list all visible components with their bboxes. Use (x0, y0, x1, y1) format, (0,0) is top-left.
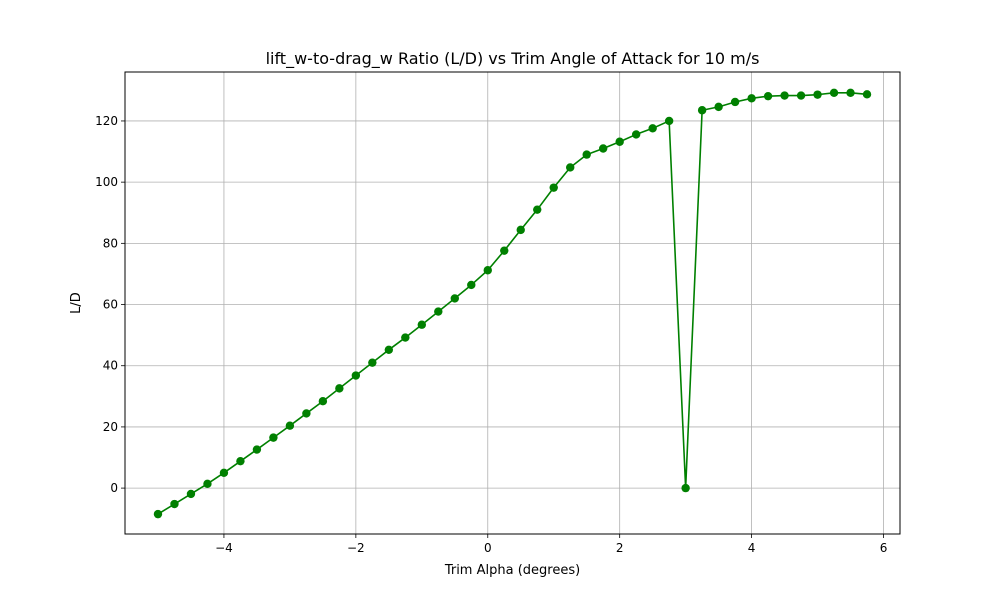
data-point (351, 371, 361, 380)
data-point (153, 509, 163, 519)
x-tick-label: 0 (484, 541, 492, 555)
data-point (780, 91, 789, 100)
y-tick-label: 80 (103, 236, 118, 250)
data-point (747, 94, 756, 103)
data-point (335, 384, 344, 393)
data-point (500, 246, 509, 255)
data-point (796, 91, 806, 100)
data-point (714, 102, 723, 112)
data-point (401, 333, 410, 342)
data-point (434, 307, 443, 316)
data-point (516, 225, 525, 235)
y-tick-label: 60 (103, 298, 118, 312)
x-tick-label: 6 (880, 541, 888, 555)
y-tick-label: 120 (95, 114, 118, 128)
data-point (269, 433, 278, 442)
y-tick-label: 40 (103, 359, 118, 373)
y-tick-label: 20 (103, 420, 118, 434)
data-point (318, 397, 328, 406)
data-point (582, 150, 591, 159)
data-point (467, 280, 476, 290)
data-point (862, 90, 872, 99)
x-tick-label: −2 (347, 541, 365, 555)
data-point (615, 137, 624, 146)
data-layer (153, 88, 872, 519)
data-point (170, 499, 179, 509)
data-point (697, 106, 707, 115)
data-point (549, 183, 558, 192)
data-point (450, 294, 459, 303)
data-point (566, 163, 575, 172)
data-point (302, 409, 311, 418)
data-point (631, 130, 641, 139)
x-tick-label: −4 (215, 541, 233, 555)
data-point (483, 266, 492, 275)
data-point (664, 116, 674, 126)
x-axis-label: Trim Alpha (degrees) (444, 563, 580, 578)
data-point (285, 421, 295, 430)
x-tick-label: 2 (616, 541, 624, 555)
grid (125, 72, 900, 534)
data-point (533, 205, 542, 214)
data-point (813, 90, 822, 99)
data-point (846, 88, 855, 98)
data-point (252, 445, 262, 454)
data-point (681, 483, 690, 493)
data-point (236, 456, 245, 466)
data-point (598, 144, 608, 153)
data-point (186, 489, 196, 499)
data-point (648, 124, 657, 133)
data-point (368, 358, 377, 367)
data-point (417, 320, 427, 329)
data-point (763, 91, 773, 101)
y-tick-label: 0 (110, 481, 118, 495)
data-point (730, 97, 740, 107)
data-point (829, 88, 839, 98)
chart-title: lift_w-to-drag_w Ratio (L/D) vs Trim Ang… (266, 49, 760, 69)
data-point (384, 345, 394, 355)
y-tick-label: 100 (95, 175, 118, 189)
y-axis-label: L/D (69, 292, 84, 314)
data-point (219, 468, 229, 478)
plot-frame (124, 71, 901, 535)
data-point (203, 479, 212, 489)
x-tick-label: 4 (748, 541, 756, 555)
